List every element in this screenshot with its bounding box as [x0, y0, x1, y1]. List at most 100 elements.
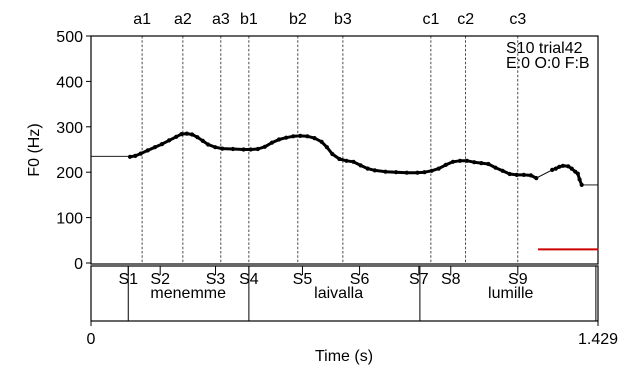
f0-point-2-8 [577, 177, 582, 182]
f0-point-0-45 [450, 159, 455, 164]
f0-point-0-32 [344, 158, 349, 163]
f0-point-0-12 [200, 138, 205, 143]
marker-label-b2: b2 [289, 11, 307, 28]
f0-point-0-14 [213, 145, 218, 150]
f0-point-0-25 [298, 133, 303, 138]
marker-label-c3: c3 [509, 11, 526, 28]
f0-point-0-36 [372, 168, 377, 173]
f0-point-2-1 [553, 166, 558, 171]
f0-point-0-15 [220, 146, 225, 151]
f0-point-0-3 [145, 148, 150, 153]
marker-label-b3: b3 [334, 11, 352, 28]
f0-point-0-2 [138, 151, 143, 156]
f0-series-0 [128, 132, 538, 180]
segment-label-S5: S5 [293, 271, 313, 288]
marker-label-a2: a2 [174, 11, 192, 28]
f0-point-0-53 [507, 171, 512, 177]
info-line-1: S10 trial42 [506, 40, 583, 57]
x-tick-label-end: 1.429 [578, 331, 618, 348]
f0-point-0-16 [230, 146, 235, 152]
f0-point-2-0 [550, 167, 555, 172]
word-label-menemme: menemme [150, 285, 226, 302]
info-line-2: E:0 O:0 F:B [506, 55, 590, 72]
marker-label-c1: c1 [422, 11, 439, 28]
f0-point-0-47 [465, 158, 470, 163]
segment-label-S8: S8 [441, 271, 461, 288]
f0-series-1 [535, 169, 553, 179]
y-tick-label-500: 500 [56, 29, 83, 46]
f0-point-0-28 [319, 139, 324, 144]
f0-point-0-6 [167, 138, 172, 143]
f0-point-0-39 [404, 170, 409, 175]
segment-label-S9: S9 [508, 271, 528, 288]
f0-point-0-55 [521, 172, 526, 177]
f0-point-0-1 [133, 153, 138, 158]
y-tick-label-400: 400 [56, 74, 83, 91]
f0-point-0-34 [358, 163, 363, 168]
word-label-lumille: lumille [488, 285, 533, 302]
f0-point-0-7 [174, 134, 179, 139]
f0-point-0-30 [330, 151, 335, 157]
f0-point-0-21 [269, 140, 274, 145]
segment-label-S6: S6 [350, 271, 370, 288]
f0-point-0-20 [262, 144, 267, 149]
f0-point-0-56 [528, 173, 534, 178]
y-tick-label-0: 0 [74, 256, 83, 273]
f0-point-0-23 [284, 135, 289, 140]
f0-point-2-3 [560, 163, 566, 168]
word-label-laivalla: laivalla [314, 285, 363, 302]
f0-point-0-42 [429, 168, 434, 173]
f0-point-0-44 [443, 162, 448, 167]
f0-point-0-49 [479, 161, 484, 166]
marker-lines: a1 a2 a3 b1 b2 b3 c1 c2 c3 [133, 11, 526, 264]
f0-point-2-2 [557, 164, 562, 169]
f0-point-0-54 [514, 172, 519, 177]
f0-point-0-51 [493, 165, 498, 170]
f0-point-0-52 [500, 168, 505, 173]
f0-point-0-22 [276, 137, 282, 142]
marker-label-a3: a3 [212, 11, 230, 28]
f0-point-0-0 [127, 154, 133, 159]
f0-point-0-37 [383, 169, 388, 174]
marker-label-b1: b1 [240, 11, 258, 28]
f0-contour [127, 131, 584, 187]
x-tick-label-start: 0 [87, 331, 96, 348]
y-tick-label-300: 300 [56, 120, 83, 137]
f0-point-2-5 [569, 166, 574, 171]
f0-point-0-5 [159, 142, 165, 147]
f0-point-0-35 [365, 166, 370, 171]
f0-point-0-4 [152, 145, 157, 150]
y-tick-label-200: 200 [56, 165, 83, 182]
f0-point-0-33 [351, 159, 356, 164]
f0-point-0-8 [179, 132, 184, 137]
f0-point-0-26 [305, 134, 310, 139]
f0-point-0-9 [184, 131, 189, 136]
segment-label-S3: S3 [206, 271, 226, 288]
f0-point-2-7 [575, 171, 580, 176]
marker-label-a1: a1 [133, 11, 151, 28]
pitch-panel-frame [90, 35, 599, 265]
y-axis-ticks: 0 100 200 300 400 500 [56, 29, 599, 326]
f0-point-0-43 [436, 166, 441, 171]
f0-point-2-9 [579, 182, 584, 187]
f0-point-0-31 [337, 156, 342, 162]
f0-point-0-29 [324, 145, 329, 150]
segment-panel-frame [90, 265, 599, 322]
f0-point-0-11 [195, 135, 200, 140]
y-tick-label-100: 100 [56, 211, 83, 228]
f0-point-0-40 [415, 170, 420, 175]
f0-point-0-46 [457, 158, 463, 163]
f0-point-0-10 [190, 132, 195, 137]
pitch-panel [90, 35, 599, 265]
f0-point-0-50 [486, 161, 491, 167]
f0-point-0-38 [394, 170, 399, 175]
f0-point-0-41 [422, 170, 427, 175]
f0-point-0-13 [206, 142, 211, 147]
segment-panel [90, 265, 599, 322]
segment-label-S7: S7 [409, 271, 429, 288]
marker-label-c2: c2 [457, 11, 474, 28]
f0-point-0-17 [241, 147, 246, 152]
f0-point-0-48 [472, 160, 477, 165]
f0-point-2-4 [566, 164, 571, 169]
